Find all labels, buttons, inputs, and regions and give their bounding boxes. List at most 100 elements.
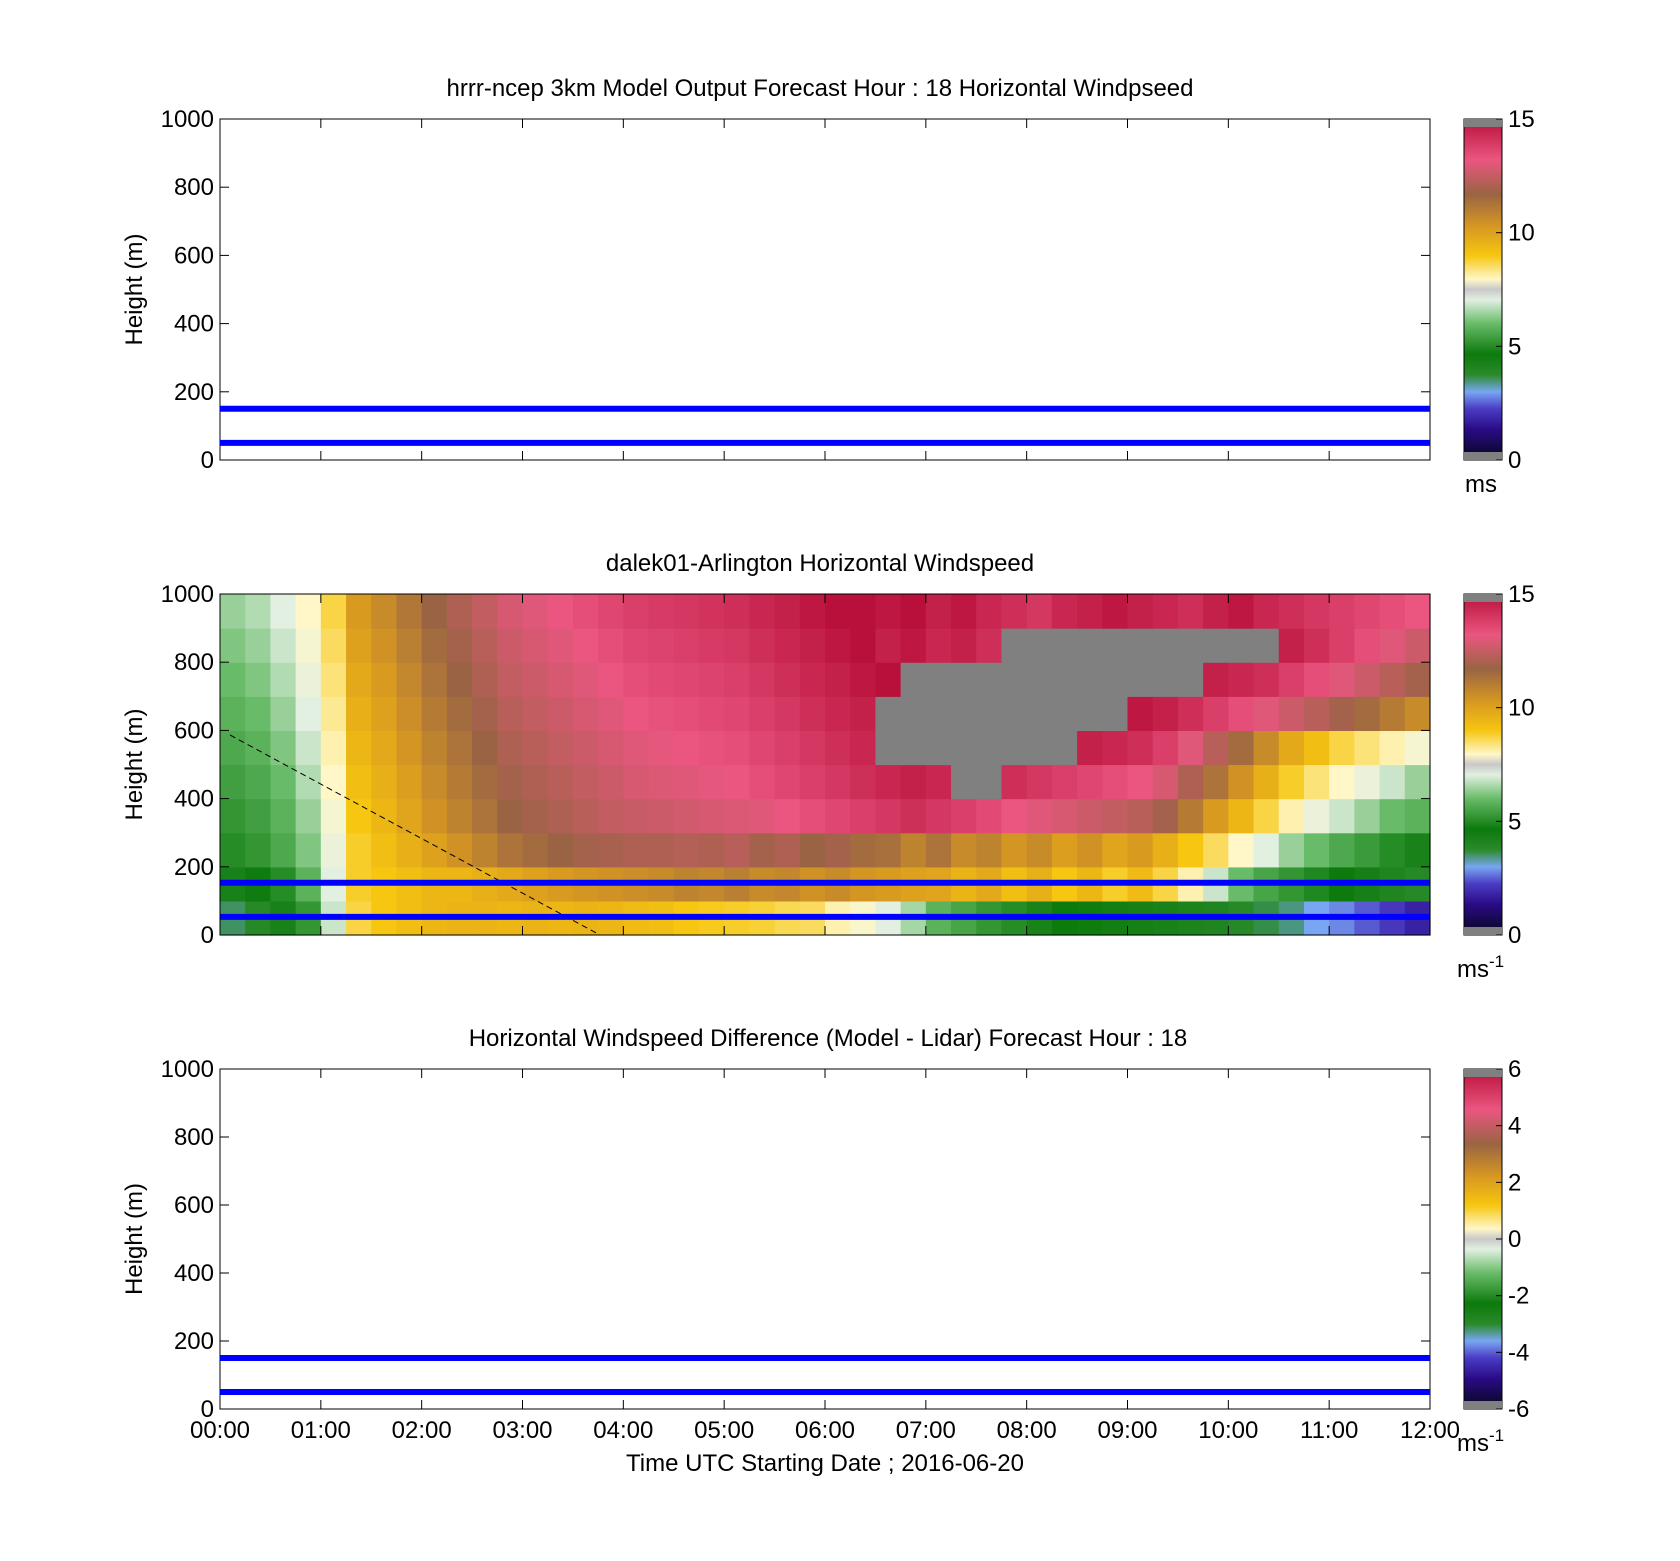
x-ticks-model [219,119,1431,460]
heatmap-cell [346,730,372,766]
heatmap-cell [1102,730,1129,766]
heatmap-cell [1102,628,1129,663]
heatmap-cell [598,764,624,800]
colorbar-tick-label: -6 [1508,1396,1529,1423]
heatmap-cell [1051,832,1078,868]
x-tick-label: 09:00 [1097,1417,1157,1444]
heatmap-cell [951,832,977,868]
heatmap-cell [320,594,347,629]
y-axis-difference: 0 200 400 600 800 1000 [161,1056,1430,1423]
heatmap-cell [925,696,952,731]
heatmap-cell [320,730,347,766]
heatmap-cell [572,696,599,731]
x-tick-label: 01:00 [291,1417,351,1444]
heatmap-cell [1177,730,1204,766]
heatmap-cell [1001,662,1028,697]
heatmap-cell [1228,798,1255,834]
heatmap-cell [295,832,322,868]
heatmap-cell [1329,764,1355,800]
heatmap-cell [875,798,902,834]
heatmap-cell [598,798,624,834]
heatmap-cell [1203,594,1229,629]
x-tick-label: 07:00 [896,1417,956,1444]
colorbar-unit-model: ms [1465,471,1497,498]
heatmap-cell [900,696,927,731]
heatmap-cell [1354,764,1381,800]
heatmap-cell [371,628,398,663]
heatmap-cell [547,628,574,663]
heatmap-cell [749,832,776,868]
heatmap-cell [1303,662,1330,697]
y-axis-label-model: Height (m) [121,233,148,345]
y-tick-label: 1000 [161,106,214,133]
heatmap-cell [598,628,624,663]
y-tick-label: 600 [174,242,214,269]
heatmap-cell [547,798,574,834]
heatmap-cell [1177,594,1204,629]
heatmap-cell [522,696,549,731]
y-tick-label: 800 [174,1124,214,1151]
plot-area-model [219,118,1431,461]
heatmap-cell [497,730,524,766]
heatmap-cell [724,594,750,629]
heatmap-cell [472,730,498,766]
heatmap-cell [572,764,599,800]
heatmap-cell [1077,628,1103,663]
y-tick-label: 0 [201,922,214,949]
heatmap-cell [825,628,851,663]
heatmap-cell [346,628,372,663]
heatmap-cell [1329,628,1355,663]
heatmap-cell [446,696,473,731]
heatmap-cell [371,696,398,731]
heatmap-cell [900,798,927,834]
heatmap-cell [1354,594,1381,629]
heatmap-cell [1077,594,1103,629]
heatmap-cell [572,798,599,834]
heatmap-cell [1203,628,1229,663]
heatmap-cell [1379,696,1406,731]
heatmap-cell [1253,730,1280,766]
heatmap-cell [825,696,851,731]
heatmap-cell [522,798,549,834]
heatmap-cell [724,832,750,868]
heatmap-cell [522,628,549,663]
heatmap-cell [295,662,322,697]
heatmap-cell [320,798,347,834]
heatmap-cell [1329,832,1355,868]
heatmap-cell [951,730,977,766]
heatmap-cell [421,730,448,766]
heatmap-cell [1177,628,1204,663]
heatmap-cell [1278,662,1305,697]
x-ticks-lidar [219,594,1431,935]
heatmap-cell [1253,594,1280,629]
heatmap-cell [270,628,297,663]
heatmap-cell [1026,798,1053,834]
heatmap-cell [900,832,927,868]
y-tick-label: 200 [174,1328,214,1355]
heatmap-cell [220,594,246,629]
heatmap-cell [850,662,877,697]
heatmap-cell [1127,730,1154,766]
heatmap-cell [1278,696,1305,731]
heatmap-cell [1102,798,1129,834]
heatmap-cell [346,764,372,800]
heatmap-cell [698,594,725,629]
heatmap-cell [1077,798,1103,834]
heatmap-cell [497,662,524,697]
heatmap-cell [396,628,423,663]
heatmap-cell [446,628,473,663]
heatmap-cell [572,730,599,766]
heatmap-cell [1228,662,1255,697]
heatmap-cell [446,730,473,766]
heatmap-cell [245,798,272,834]
heatmap-cell [472,764,498,800]
heatmap-cell [1127,662,1154,697]
heatmap-cell [1228,594,1255,629]
colorbar-tick-label: 2 [1508,1169,1521,1196]
heatmap-cell [1026,594,1053,629]
colorbar-tick-label: 5 [1508,333,1521,360]
heatmap-cell [1354,696,1381,731]
heatmap-cell [245,696,272,731]
heatmap-cell [421,662,448,697]
